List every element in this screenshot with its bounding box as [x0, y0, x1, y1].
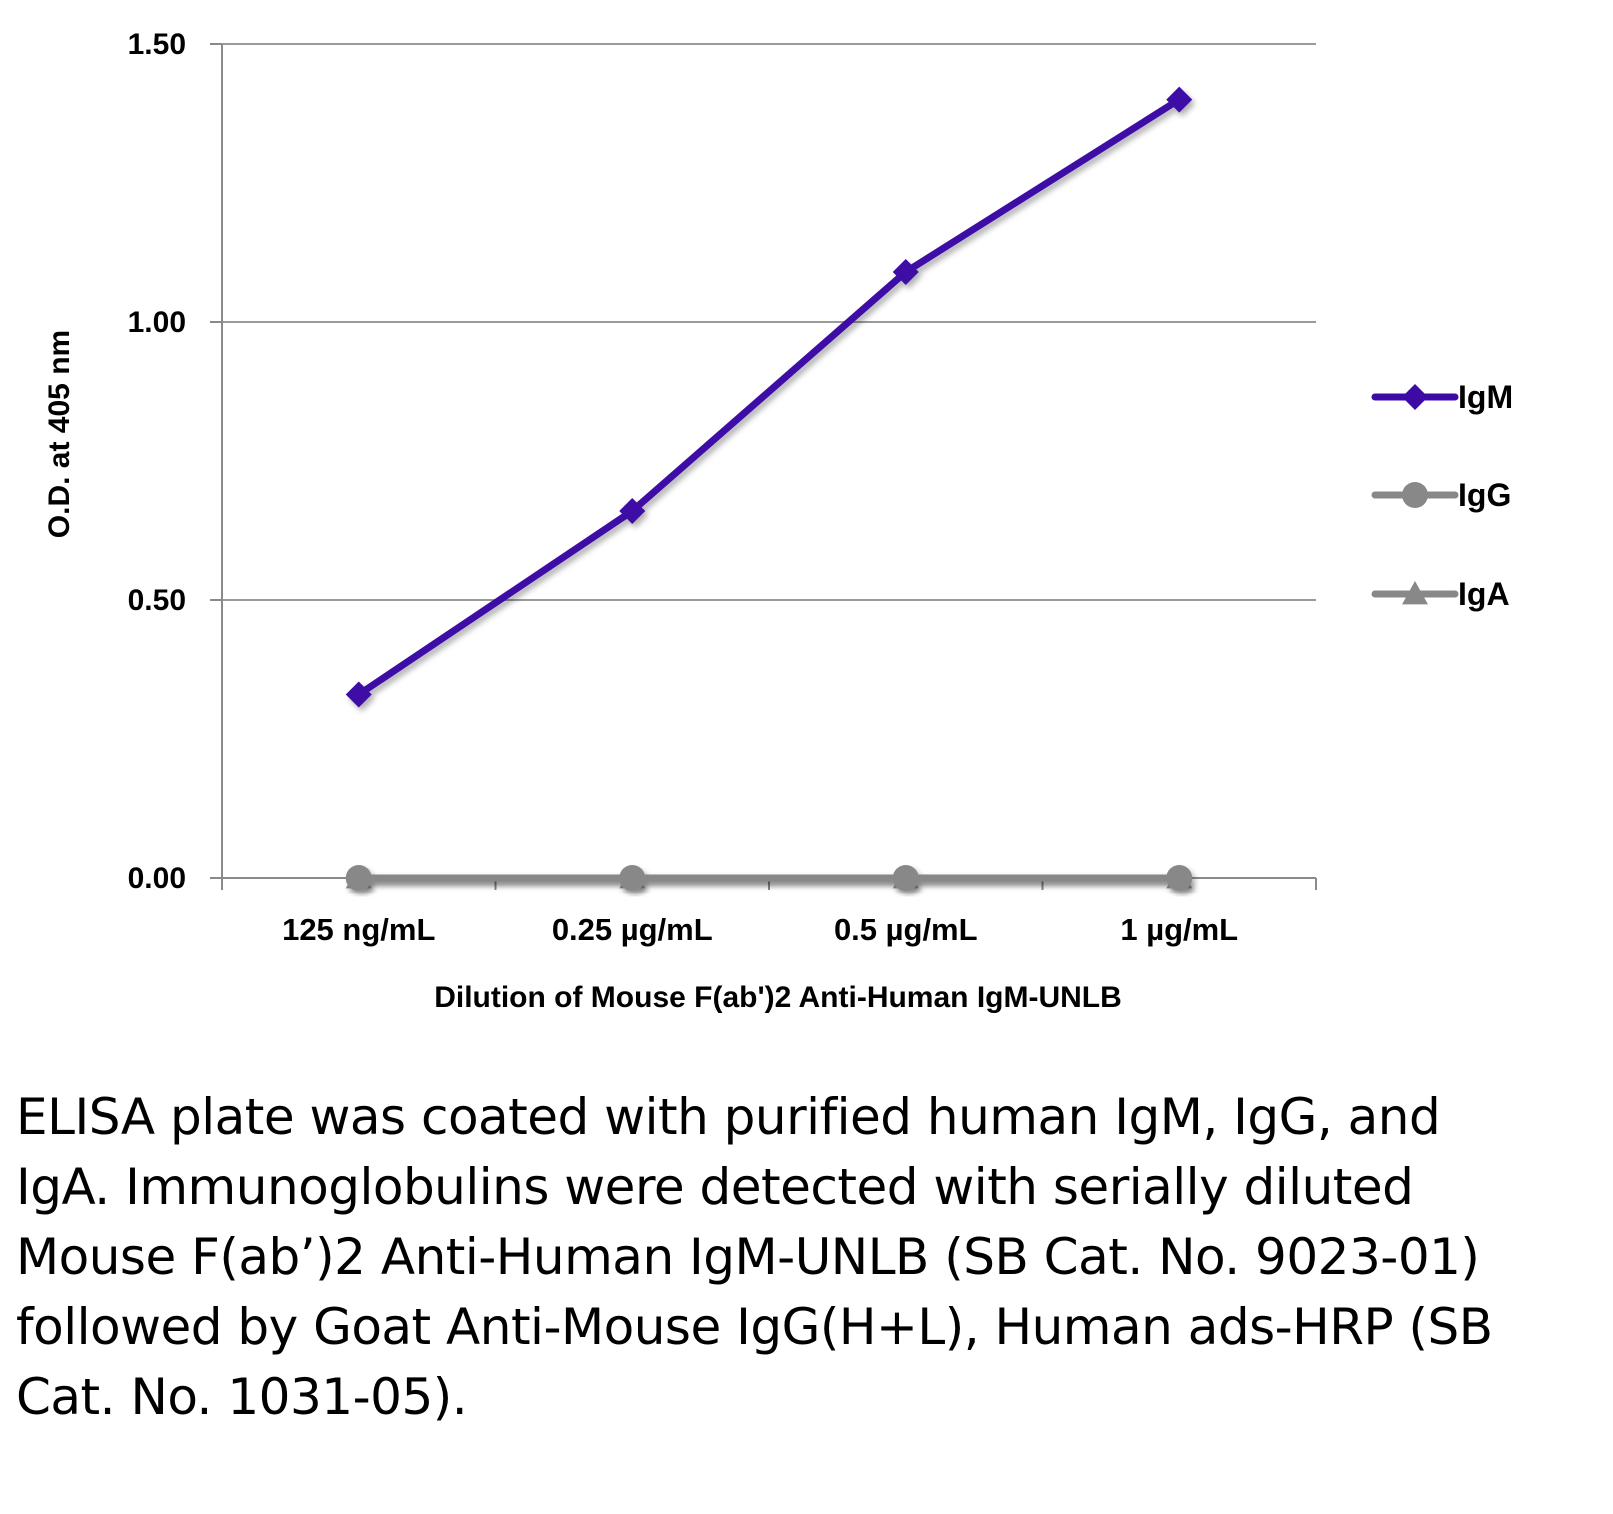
- elisa-line-chart: 0.00 0.50 1.00 1.50 125 ng/mL 0.25 µg/mL 0.5 …: [43, 28, 1513, 1014]
- data-point-igg: [619, 865, 646, 891]
- data-point-igm: [619, 498, 646, 525]
- x-axis-title: Dilution of Mouse F(ab')2 Anti-Human IgM…: [434, 981, 1122, 1014]
- legend-entry-iga: IgA: [1371, 576, 1510, 612]
- legend-marker-circle: [1402, 482, 1428, 508]
- x-tick-label: 0.25 µg/mL: [552, 912, 713, 947]
- y-tick-label: 0.00: [128, 862, 186, 895]
- data-point-igm: [345, 681, 372, 708]
- legend-marker-triangle: [1402, 581, 1428, 605]
- x-tick-labels: 125 ng/mL 0.25 µg/mL 0.5 µg/mL 1 µg/mL: [282, 912, 1238, 947]
- legend: IgM IgG IgA: [1371, 379, 1513, 612]
- data-point-igg: [345, 865, 372, 891]
- y-tick-label: 1.50: [128, 28, 186, 61]
- y-tick-labels: 0.00 0.50 1.00 1.50: [128, 28, 186, 895]
- y-tick-label: 0.50: [128, 584, 186, 617]
- series-igg: [345, 865, 1193, 891]
- legend-label: IgG: [1458, 477, 1511, 513]
- data-point-igm: [1166, 86, 1193, 113]
- series-layer: [345, 86, 1193, 891]
- legend-marker-diamond: [1402, 384, 1428, 410]
- axes: [221, 44, 1317, 890]
- x-tick-label: 1 µg/mL: [1120, 912, 1238, 947]
- data-point-igg: [892, 865, 919, 891]
- x-tick-label: 125 ng/mL: [282, 912, 435, 947]
- legend-label: IgM: [1458, 379, 1513, 415]
- series-igm: [345, 86, 1193, 708]
- x-tick-label: 0.5 µg/mL: [834, 912, 978, 947]
- gridlines: [210, 43, 1316, 879]
- legend-entry-igg: IgG: [1371, 477, 1511, 513]
- legend-entry-igm: IgM: [1371, 379, 1513, 415]
- y-tick-label: 1.00: [128, 306, 186, 339]
- figure-caption: ELISA plate was coated with purified hum…: [16, 1088, 1493, 1426]
- legend-label: IgA: [1458, 576, 1510, 612]
- data-point-igm: [892, 258, 919, 285]
- series-line-igm: [355, 96, 1183, 699]
- data-point-igg: [1166, 865, 1193, 891]
- y-axis-title: O.D. at 405 nm: [43, 330, 76, 538]
